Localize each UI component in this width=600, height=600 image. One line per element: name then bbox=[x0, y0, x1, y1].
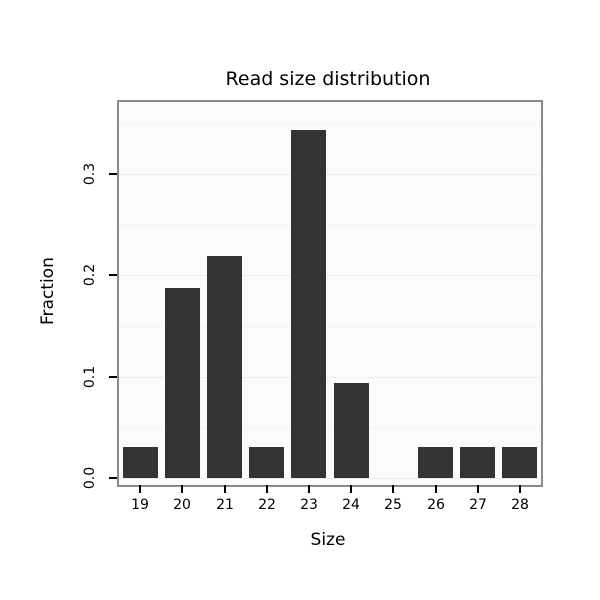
gridline-major-0.1 bbox=[119, 376, 541, 378]
plot-panel bbox=[117, 100, 543, 487]
bar-20 bbox=[165, 288, 200, 478]
gridline-minor-0.35 bbox=[119, 123, 541, 125]
x-tick-label-27: 27 bbox=[469, 497, 487, 513]
x-tick-25 bbox=[392, 485, 394, 493]
x-tick-label-22: 22 bbox=[258, 497, 276, 513]
chart-title: Read size distribution bbox=[225, 68, 431, 90]
x-tick-19 bbox=[139, 485, 141, 493]
x-tick-24 bbox=[350, 485, 352, 493]
y-tick-label-0.3: 0.3 bbox=[82, 162, 98, 186]
gridline-major-0.3 bbox=[119, 174, 541, 176]
x-axis-label: Size bbox=[310, 530, 346, 550]
gridline-major-0 bbox=[119, 478, 541, 479]
x-tick-20 bbox=[181, 485, 183, 493]
bar-19 bbox=[123, 447, 158, 478]
y-tick-0.1 bbox=[109, 375, 117, 378]
x-tick-label-23: 23 bbox=[300, 497, 318, 513]
y-tick-0.0 bbox=[109, 477, 117, 479]
y-tick-0.3 bbox=[109, 173, 117, 176]
x-tick-23 bbox=[308, 485, 310, 493]
x-tick-label-19: 19 bbox=[131, 497, 149, 513]
x-tick-27 bbox=[477, 485, 479, 493]
y-tick-label-0.2: 0.2 bbox=[82, 264, 98, 287]
y-tick-label-0.1: 0.1 bbox=[82, 365, 98, 388]
x-tick-label-28: 28 bbox=[511, 497, 529, 513]
y-tick-label-0.0: 0.0 bbox=[82, 466, 98, 490]
gridline-minor-0.15 bbox=[119, 326, 541, 328]
gridline-minor-0.05 bbox=[119, 427, 541, 429]
bar-26 bbox=[418, 447, 453, 478]
x-tick-21 bbox=[224, 485, 226, 493]
x-tick-label-25: 25 bbox=[384, 497, 402, 513]
bar-23 bbox=[291, 130, 326, 478]
gridline-major-0.2 bbox=[119, 275, 541, 277]
bar-21 bbox=[207, 256, 242, 478]
y-tick-0.2 bbox=[109, 274, 117, 277]
y-axis-label: Fraction bbox=[38, 257, 58, 326]
bar-24 bbox=[334, 383, 369, 478]
x-tick-label-21: 21 bbox=[216, 497, 234, 513]
x-tick-26 bbox=[435, 485, 437, 493]
bar-28 bbox=[502, 447, 537, 478]
x-tick-label-26: 26 bbox=[427, 497, 445, 513]
x-tick-label-24: 24 bbox=[342, 497, 360, 513]
bar-22 bbox=[249, 447, 284, 478]
gridline-minor-0.25 bbox=[119, 224, 541, 226]
x-tick-28 bbox=[519, 485, 521, 493]
x-tick-label-20: 20 bbox=[173, 497, 191, 513]
x-tick-22 bbox=[266, 485, 268, 493]
bar-27 bbox=[460, 447, 495, 478]
